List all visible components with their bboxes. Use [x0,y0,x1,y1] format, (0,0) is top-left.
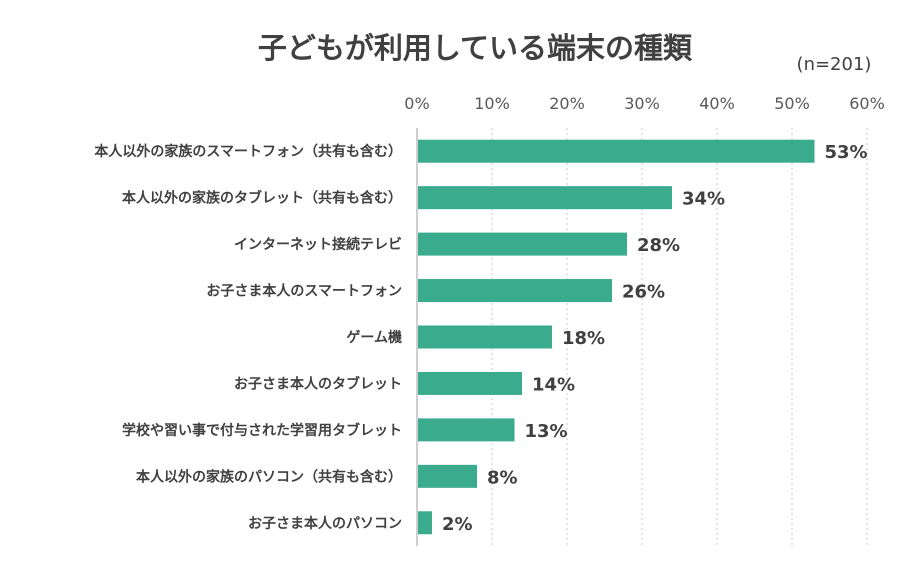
bar [418,418,515,442]
x-axis-ticks: 0% 10% 20% 30% 40% 50% 60% [404,94,884,113]
x-tick-label: 20% [549,94,585,113]
value-labels: 53% 34% 28% 26% 18% 14% 13% 8% 2% [442,142,868,535]
value-label: 13% [525,421,568,442]
category-label: お子さま本人のパソコン [248,515,402,532]
bar [418,139,815,163]
bar [418,186,672,210]
category-label: インターネット接続テレビ [234,236,402,253]
x-tick-label: 60% [849,94,885,113]
category-label: ゲーム機 [346,329,402,346]
value-label: 53% [825,142,868,163]
bar [418,371,522,395]
category-labels: 本人以外の家族のスマートフォン（共有も含む） 本人以外の家族のタブレット（共有も含… [94,143,402,532]
category-label: 学校や習い事で付与された学習用タブレット [122,422,402,439]
x-tick-label: 30% [624,94,660,113]
value-label: 34% [682,189,725,210]
category-label: お子さま本人のスマートフォン [206,283,402,300]
bar [418,464,477,488]
category-label: お子さま本人のタブレット [234,375,402,392]
x-tick-label: 0% [404,94,429,113]
x-tick-label: 10% [474,94,510,113]
category-label: 本人以外の家族のタブレット（共有も含む） [122,190,402,207]
bar [418,232,627,256]
value-label: 14% [532,374,575,395]
x-tick-label: 40% [699,94,735,113]
chart-title: 子どもが利用している端末の種類 [258,31,693,65]
value-label: 26% [622,282,665,303]
category-label: 本人以外の家族のパソコン（共有も含む） [136,468,402,485]
category-label: 本人以外の家族のスマートフォン（共有も含む） [94,143,402,160]
sample-size-note: (n=201) [797,54,872,75]
value-label: 8% [487,467,518,488]
value-label: 2% [442,514,473,535]
x-tick-label: 50% [774,94,810,113]
value-label: 18% [562,328,605,349]
bar [418,325,552,349]
bar [418,511,432,535]
bars [418,139,815,535]
value-label: 28% [637,235,680,256]
bar [418,279,612,303]
